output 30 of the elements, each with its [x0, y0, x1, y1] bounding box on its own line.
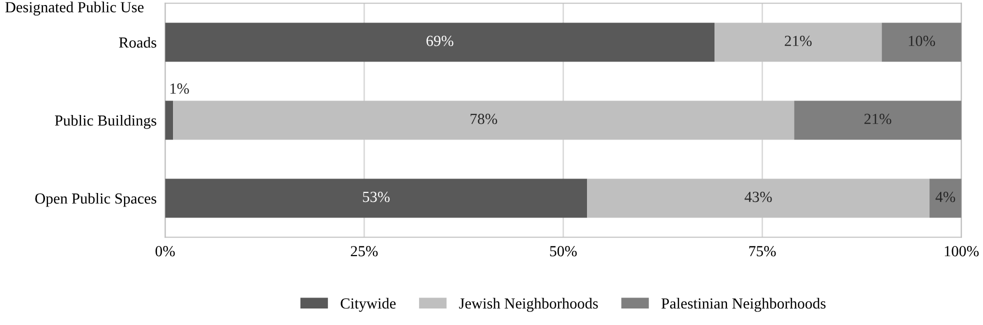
y-tick-label: Open Public Spaces — [35, 192, 156, 207]
data-label: 10% — [908, 36, 936, 46]
bar — [165, 178, 588, 218]
y-axis-title: Designated Public Use — [5, 2, 144, 16]
y-tick-label: Public Buildings — [54, 114, 156, 129]
bar — [882, 22, 962, 62]
y-tick-label: Roads — [119, 36, 156, 48]
data-label: 43% — [744, 192, 772, 202]
data-label: 21% — [864, 114, 892, 124]
legend-label: Jewish Neighborhoods — [459, 298, 598, 312]
x-tick-label: 50% — [550, 246, 577, 256]
bar — [930, 178, 962, 218]
x-tick-label: 75% — [749, 246, 776, 256]
data-label: 21% — [784, 36, 812, 46]
bar — [587, 178, 930, 218]
data-label: 78% — [470, 114, 498, 124]
x-tick-label: 25% — [350, 246, 378, 256]
bar — [165, 100, 174, 140]
data-label: 53% — [363, 192, 390, 202]
data-label: 69% — [426, 36, 454, 46]
x-tick-label: 0% — [156, 246, 175, 256]
bar — [714, 22, 882, 62]
x-tick-label: 100% — [944, 246, 979, 256]
data-label: 4% — [936, 192, 956, 202]
legend-label: Palestinian Neighborhoods — [661, 298, 826, 312]
bar — [173, 100, 794, 140]
bar — [794, 100, 962, 140]
legend-label: Citywide — [340, 298, 396, 312]
data-label: 1% — [170, 83, 189, 94]
bar — [165, 22, 715, 62]
